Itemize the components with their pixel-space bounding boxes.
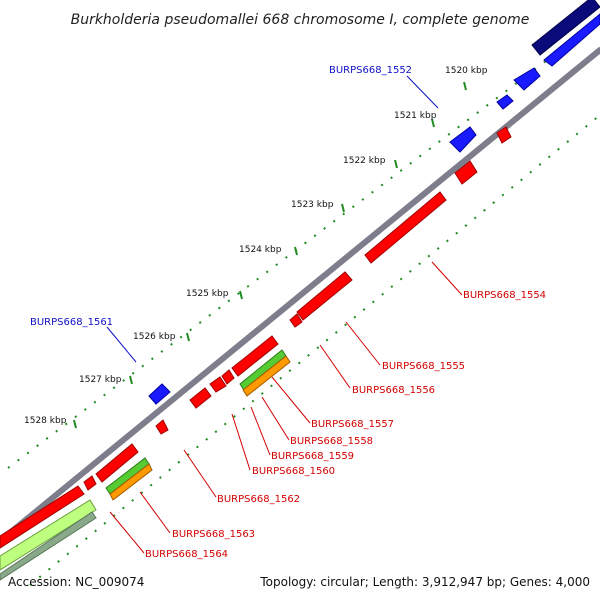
tick-label-1526: 1526 kbp — [133, 332, 176, 342]
gene-label-1564: BURPS668_1564 — [145, 549, 228, 560]
gene-burps668-1562[interactable] — [95, 443, 139, 483]
gene-label-1559: BURPS668_1559 — [271, 451, 354, 462]
gene-blue-2[interactable] — [513, 67, 541, 91]
tick-label-1521: 1521 kbp — [394, 111, 437, 121]
gene-burps668-1556[interactable] — [289, 313, 303, 328]
gene-burps668-1552[interactable] — [449, 126, 477, 153]
tick-label-1523: 1523 kbp — [291, 200, 334, 210]
gene-label-1552: BURPS668_1552 — [329, 65, 412, 76]
tick-label-1528: 1528 kbp — [24, 416, 67, 426]
gene-burps668-1555[interactable] — [296, 271, 353, 321]
gene-red-small-5[interactable] — [155, 419, 169, 435]
kbp-tick-marks — [73, 81, 467, 429]
gene-label-1563: BURPS668_1563 — [172, 529, 255, 540]
forward-strand-genes — [0, 0, 600, 581]
gene-label-1556: BURPS668_1556 — [352, 385, 435, 396]
gene-red-small-2[interactable] — [83, 475, 97, 491]
gene-label-1557: BURPS668_1557 — [311, 419, 394, 430]
gene-burps668-1559[interactable] — [221, 369, 235, 385]
gene-red-large-bottom[interactable] — [0, 485, 85, 549]
inner-tick-ring — [29, 114, 600, 586]
gene-blue-1[interactable] — [543, 13, 600, 67]
outer-tick-ring — [7, 19, 600, 469]
gene-red-1557[interactable] — [231, 335, 279, 377]
gene-red-small-4[interactable] — [454, 160, 478, 185]
gene-gray-green-bottom[interactable] — [0, 511, 97, 581]
map-title: Burkholderia pseudomallei 668 chromosome… — [71, 12, 530, 28]
gene-red-small-3[interactable] — [496, 126, 512, 144]
gene-burps668-1558[interactable] — [242, 355, 291, 397]
tick-label-1527: 1527 kbp — [79, 375, 122, 385]
gene-burps668-1561[interactable] — [148, 383, 171, 405]
tick-label-1522: 1522 kbp — [343, 156, 386, 166]
topology-stats-text: Topology: circular; Length: 3,912,947 bp… — [259, 575, 590, 589]
gene-dark-blue[interactable] — [531, 0, 600, 56]
gene-burps668-1554[interactable] — [364, 191, 447, 264]
tick-label-1524: 1524 kbp — [239, 245, 282, 255]
gene-label-1558: BURPS668_1558 — [290, 436, 373, 447]
accession-text: Accession: NC_009074 — [8, 575, 144, 589]
gene-label-1561: BURPS668_1561 — [30, 317, 113, 328]
gene-label-1555: BURPS668_1555 — [382, 361, 465, 372]
tick-label-1520: 1520 kbp — [445, 66, 488, 76]
gene-light-green-bottom[interactable] — [0, 499, 97, 571]
gene-burps668-1564[interactable] — [109, 463, 153, 501]
gene-burps668-1560[interactable] — [209, 376, 227, 393]
gene-label-1562: BURPS668_1562 — [217, 494, 300, 505]
gene-label-1560: BURPS668_1560 — [252, 466, 335, 477]
gene-label-1554: BURPS668_1554 — [463, 290, 546, 301]
label-connectors — [106, 75, 463, 554]
gene-blue-3[interactable] — [496, 94, 514, 110]
gene-red-small-1[interactable] — [189, 387, 212, 409]
tick-label-1525: 1525 kbp — [186, 289, 229, 299]
